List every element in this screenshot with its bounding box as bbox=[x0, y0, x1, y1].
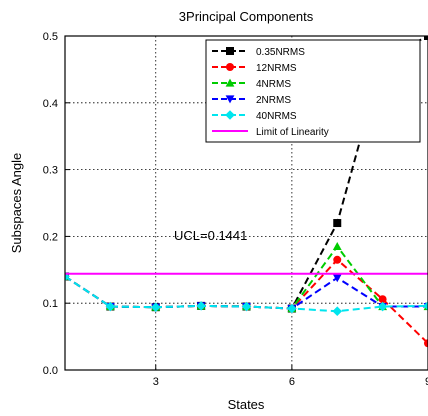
series-marker bbox=[332, 274, 342, 283]
series-marker bbox=[378, 295, 387, 304]
legend-label: Limit of Linearity bbox=[256, 127, 329, 138]
y-tick-label: 0.0 bbox=[43, 365, 58, 377]
y-tick-label: 0.4 bbox=[43, 98, 58, 110]
axis-ticks: 3 6 9 0.0 0.1 0.2 0.3 0.4 0.5 bbox=[43, 31, 428, 388]
legend-item: 0.35NRMS bbox=[212, 47, 305, 58]
legend-item: Limit of Linearity bbox=[212, 127, 329, 138]
series-marker bbox=[333, 219, 342, 228]
y-tick-label: 0.1 bbox=[43, 298, 58, 310]
plot-area bbox=[65, 36, 428, 348]
y-tick-label: 0.5 bbox=[43, 31, 58, 43]
x-axis-title: States bbox=[228, 397, 265, 412]
series-marker bbox=[424, 36, 428, 40]
series-marker bbox=[241, 301, 252, 312]
series-marker bbox=[105, 301, 116, 312]
legend-label: 4NRMS bbox=[256, 79, 291, 90]
series-marker bbox=[150, 302, 161, 313]
y-tick-label: 0.2 bbox=[43, 231, 58, 243]
legend-item: 4NRMS bbox=[212, 78, 291, 90]
legend-box bbox=[205, 39, 421, 143]
legend-item: 12NRMS bbox=[212, 63, 297, 74]
series-marker bbox=[423, 301, 428, 311]
legend: 0.35NRMS 12NRMS 4NRMS 2NRMS 40NRMS Limit of L… bbox=[205, 39, 421, 143]
series-marker bbox=[332, 306, 343, 317]
y-axis-title: Subspaces Angle bbox=[9, 153, 24, 253]
legend-label: 0.35NRMS bbox=[256, 47, 305, 58]
series-marker bbox=[196, 301, 206, 311]
legend-item: 2NRMS bbox=[212, 95, 291, 106]
series-marker bbox=[225, 95, 235, 104]
x-tick-label: 3 bbox=[153, 376, 159, 388]
legend-item: 40NRMS bbox=[212, 110, 297, 122]
series-marker bbox=[333, 255, 342, 264]
legend-label: 40NRMS bbox=[256, 111, 297, 122]
series-marker bbox=[287, 303, 297, 314]
legend-label: 2NRMS bbox=[256, 95, 291, 106]
series-marker bbox=[225, 110, 235, 120]
series-marker bbox=[377, 301, 388, 312]
plot-frame bbox=[64, 35, 428, 371]
chart-title: 3Principal Components bbox=[179, 9, 314, 24]
x-tick-label: 6 bbox=[289, 376, 295, 388]
series-40NRMS bbox=[65, 271, 428, 317]
y-tick-label: 0.3 bbox=[43, 165, 58, 177]
series-marker bbox=[332, 242, 342, 251]
ucl-annotation: UCL=0.1441 bbox=[174, 228, 247, 243]
x-tick-label: 9 bbox=[425, 376, 428, 388]
series-marker bbox=[226, 47, 234, 55]
legend-label: 12NRMS bbox=[256, 63, 297, 74]
series-marker bbox=[226, 63, 234, 71]
series-marker bbox=[225, 78, 235, 87]
series-marker bbox=[424, 339, 428, 348]
